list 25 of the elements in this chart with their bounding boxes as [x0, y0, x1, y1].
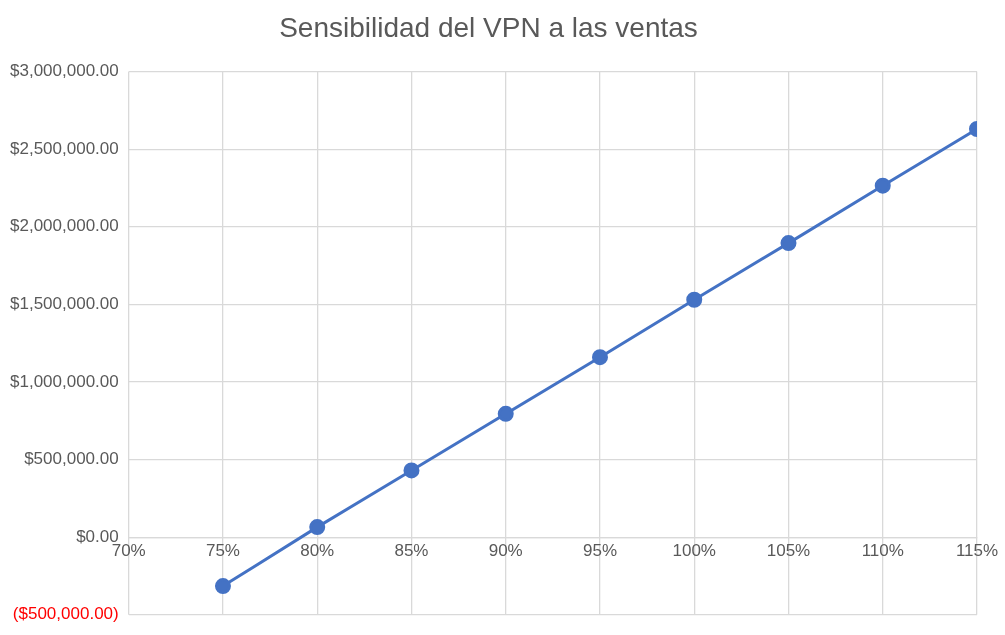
point	[214, 578, 231, 595]
y-tick-label: $2,500,000.00	[10, 138, 119, 158]
x-tick-label: 75%	[205, 541, 240, 561]
point	[780, 235, 797, 252]
point	[497, 405, 514, 422]
y-tick-label: ($500,000.00)	[12, 604, 119, 624]
x-tick-label: 90%	[488, 541, 523, 561]
y-tick-label: $3,000,000.00	[10, 61, 119, 81]
x-tick-label: 105%	[766, 541, 811, 561]
point	[686, 291, 703, 308]
y-tick-label: $1,000,000.00	[10, 371, 119, 391]
y-tick-label: $2,000,000.00	[10, 216, 119, 236]
x-tick-label: 80%	[300, 541, 335, 561]
point	[309, 519, 326, 536]
chart-title: Sensibilidad del VPN a las ventas	[279, 11, 698, 43]
point	[591, 349, 608, 366]
x-tick-label: 95%	[582, 541, 617, 561]
x-tick-label: 115%	[955, 541, 999, 561]
x-tick-label: 85%	[394, 541, 429, 561]
x-tick-label: 100%	[672, 541, 716, 561]
point	[874, 177, 891, 194]
x-tick-label: 110%	[861, 541, 904, 561]
y-tick-label: $1,500,000.00	[10, 294, 119, 314]
y-tick-label: $500,000.00	[24, 449, 119, 469]
point	[403, 462, 420, 479]
